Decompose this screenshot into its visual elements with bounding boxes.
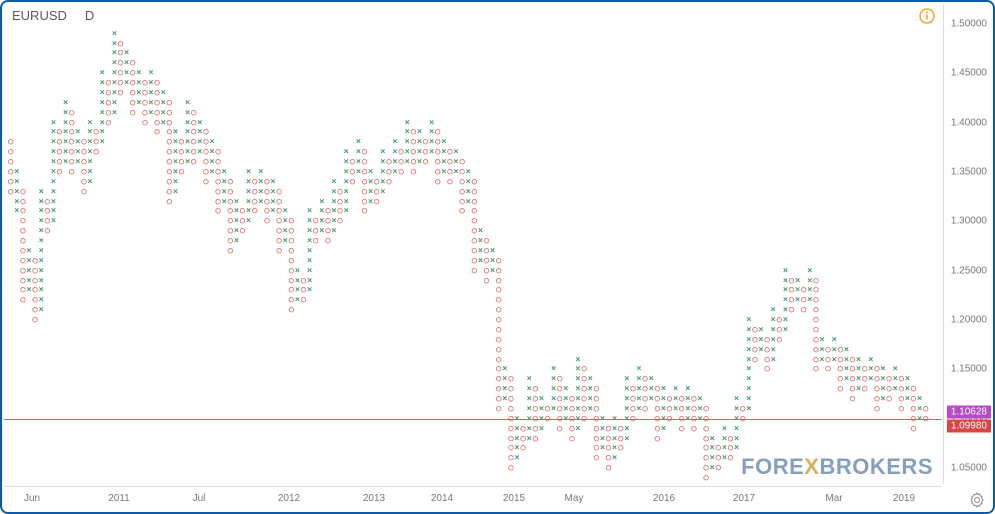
x-tick-label: 2017 (733, 493, 755, 504)
price-indicator-1: 1.10628 (947, 406, 991, 419)
y-tick-label: 1.50000 (951, 18, 987, 29)
x-tick-label: Jun (24, 493, 40, 504)
y-tick-label: 1.40000 (951, 117, 987, 128)
watermark-logo: FOREXBROKERS (741, 454, 933, 480)
y-tick-label: 1.20000 (951, 315, 987, 326)
x-tick-label: 2013 (363, 493, 385, 504)
timeframe-label[interactable]: D (85, 8, 94, 23)
chart-plot-area[interactable]: ○○○○○○×××××○○○○○○○○○○○○×××××○○○○○○○×××××… (4, 4, 941, 484)
x-tick-label: 2016 (653, 493, 675, 504)
chart-container: EURUSD D ○○○○○○×××××○○○○○○○○○○○○×××××○○○… (0, 0, 995, 514)
x-tick-label: 2015 (503, 493, 525, 504)
alert-icon[interactable] (919, 8, 935, 24)
chart-header: EURUSD D (12, 8, 94, 23)
y-tick-label: 1.30000 (951, 216, 987, 227)
settings-icon[interactable] (969, 492, 985, 508)
y-tick-label: 1.35000 (951, 166, 987, 177)
current-price-line (4, 419, 941, 420)
x-tick-label: Jul (193, 493, 206, 504)
y-tick-label: 1.25000 (951, 265, 987, 276)
x-tick-label: Mar (825, 493, 842, 504)
x-axis: Jun 2011 Jul 2012 2013 2014 2015 May 2016 2017 Mar… (4, 486, 941, 510)
y-tick-label: 1.05000 (951, 463, 987, 474)
x-tick-label: 2014 (431, 493, 453, 504)
price-indicator-2: 1.09980 (947, 420, 991, 433)
x-tick-label: 2012 (278, 493, 300, 504)
y-tick-label: 1.15000 (951, 364, 987, 375)
y-tick-label: 1.45000 (951, 68, 987, 79)
x-tick-label: 2011 (108, 493, 130, 504)
x-tick-label: May (565, 493, 584, 504)
symbol-label[interactable]: EURUSD (12, 8, 67, 23)
x-tick-label: 2019 (893, 493, 915, 504)
